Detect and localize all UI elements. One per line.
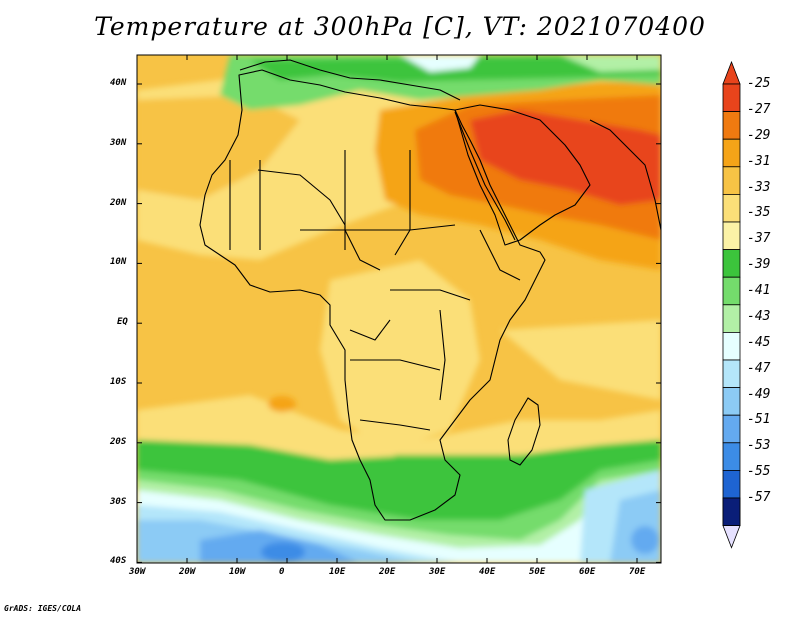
- colorbar-swatch: [723, 167, 740, 195]
- colorbar-label: -27: [747, 102, 770, 117]
- colorbar-label: -35: [747, 205, 770, 220]
- lat-label-eq: EQ: [117, 317, 128, 327]
- lat-label-40n: 40N: [110, 78, 126, 88]
- colorbar-swatch: [723, 112, 740, 140]
- colorbar-label: -37: [747, 231, 770, 246]
- credit-text: GrADS: IGES/COLA: [4, 604, 81, 613]
- colorbar-swatch: [723, 470, 740, 498]
- colorbar-label: -45: [747, 335, 770, 350]
- lon-label-70e: 70E: [629, 567, 645, 577]
- colorbar-label: -49: [747, 387, 770, 402]
- colorbar-swatch: [723, 250, 740, 278]
- colorbar-swatch: [723, 360, 740, 388]
- lon-label-20e: 20E: [379, 567, 395, 577]
- colorbar-swatch: [723, 305, 740, 333]
- temperature-field: [137, 55, 661, 563]
- colorbar-label: -41: [747, 283, 770, 298]
- colorbar-swatch-last: [723, 498, 740, 526]
- colorbar-swatch: [723, 222, 740, 250]
- colorbar-swatch: [723, 84, 740, 112]
- colorbar-swatch: [723, 139, 740, 167]
- colorbar-label: -33: [747, 180, 770, 195]
- colorbar-swatch: [723, 332, 740, 360]
- colorbar-label: -53: [747, 438, 770, 453]
- lat-label-20n: 20N: [110, 198, 126, 208]
- lon-label-30e: 30E: [429, 567, 445, 577]
- lat-label-10n: 10N: [110, 257, 126, 267]
- lon-label-10e: 10E: [329, 567, 345, 577]
- colorbar-swatch: [723, 415, 740, 443]
- lat-label-40s: 40S: [110, 556, 126, 566]
- lat-label-20s: 20S: [110, 437, 126, 447]
- lon-label-20w: 20W: [179, 567, 195, 577]
- colorbar-label: -55: [747, 464, 770, 479]
- colorbar-swatch: [723, 443, 740, 471]
- colorbar-label: -31: [747, 154, 770, 169]
- colorbar-over-arrow: [723, 62, 740, 84]
- lon-label-0: 0: [279, 567, 284, 577]
- colorbar-under-arrow: [723, 526, 740, 548]
- colorbar-label: -47: [747, 361, 770, 376]
- colorbar-label: -29: [747, 128, 770, 143]
- lon-label-40e: 40E: [479, 567, 495, 577]
- colorbar-swatch: [723, 194, 740, 222]
- lon-label-10w: 10W: [229, 567, 245, 577]
- lon-label-60e: 60E: [579, 567, 595, 577]
- colorbar-swatch: [723, 388, 740, 416]
- colorbar-label: -39: [747, 257, 770, 272]
- colorbar-label: -43: [747, 309, 770, 324]
- colorbar-label: -51: [747, 412, 770, 427]
- lat-label-30n: 30N: [110, 138, 126, 148]
- colorbar-label: -25: [747, 76, 770, 91]
- lon-label-50e: 50E: [529, 567, 545, 577]
- colorbar-label: -57: [747, 490, 770, 505]
- lat-label-10s: 10S: [110, 377, 126, 387]
- lat-label-30s: 30S: [110, 497, 126, 507]
- lon-label-30w: 30W: [129, 567, 145, 577]
- colorbar-swatch: [723, 277, 740, 305]
- colorbar: [723, 62, 740, 548]
